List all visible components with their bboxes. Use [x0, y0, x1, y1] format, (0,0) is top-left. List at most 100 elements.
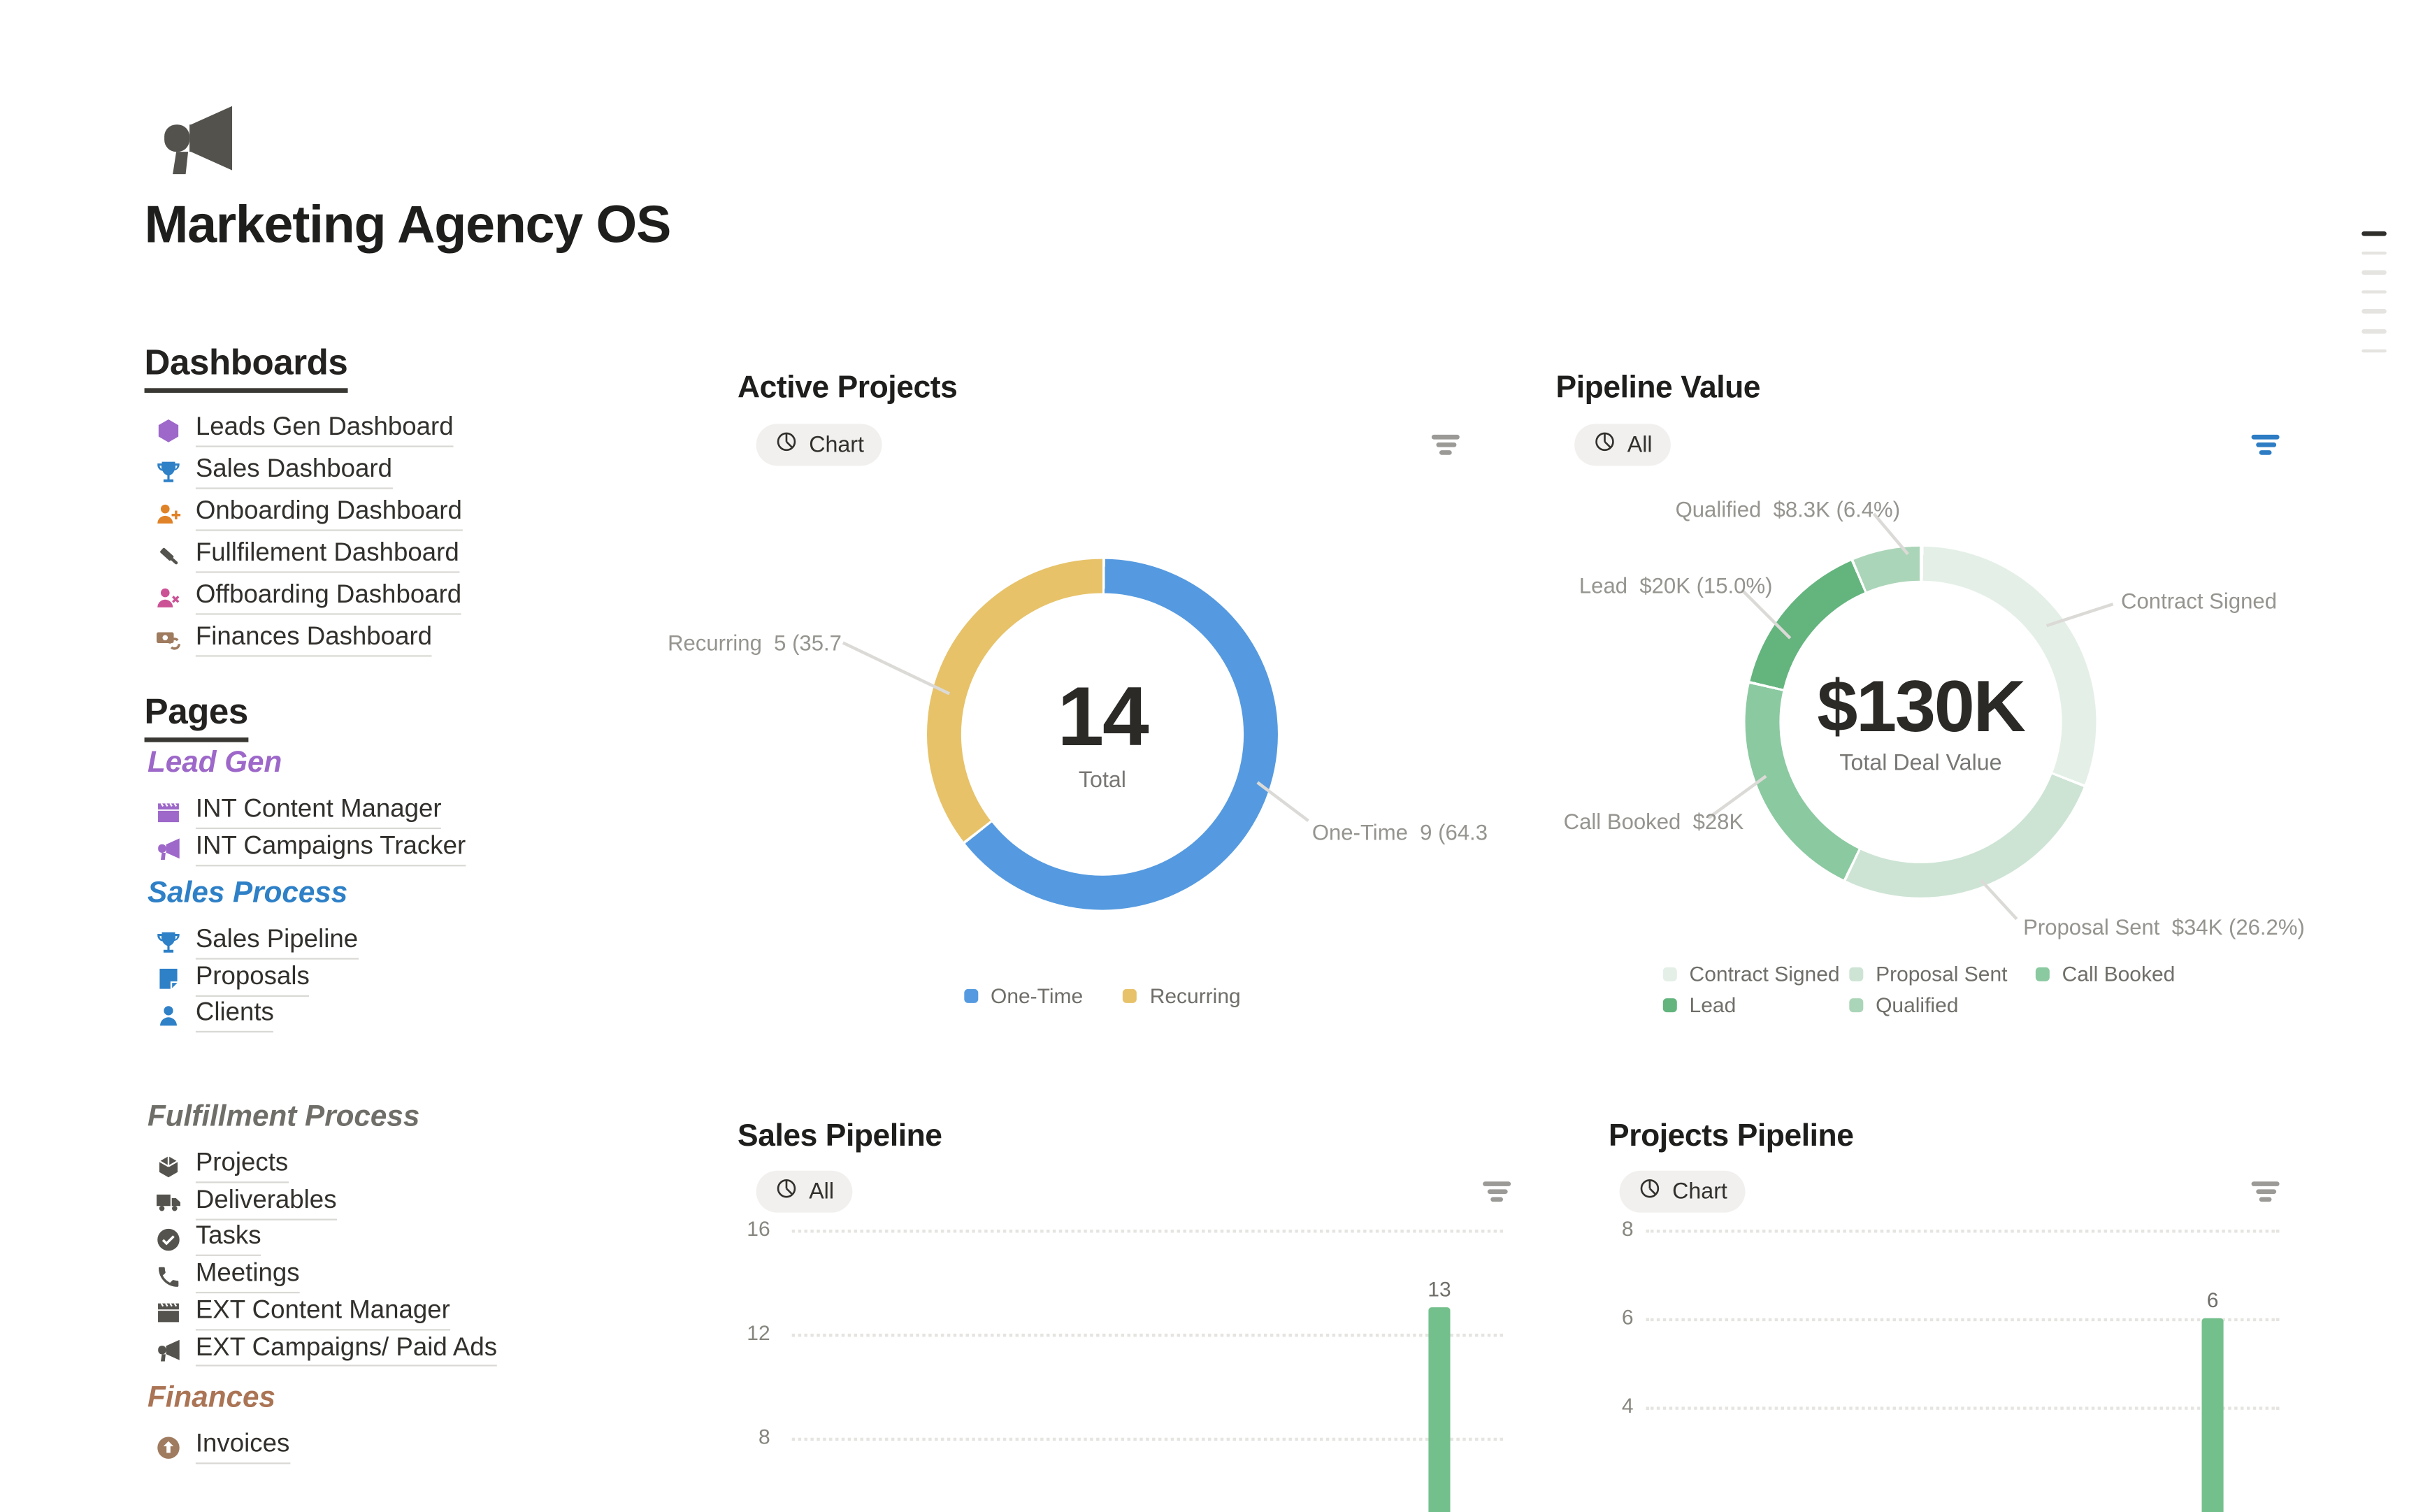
active-projects-view-chip[interactable]: Chart — [756, 424, 883, 466]
sidebar-item-onboarding-dashboard[interactable]: Onboarding Dashboard — [155, 496, 462, 533]
legend-swatch — [1662, 998, 1677, 1013]
sidebar-item-ext-content-manager[interactable]: EXT Content Manager — [155, 1296, 450, 1330]
legend-swatch — [1123, 988, 1137, 1003]
phone-icon — [155, 1263, 182, 1290]
sidebar-item-label: Meetings — [195, 1260, 300, 1294]
filter-icon-active[interactable] — [2251, 434, 2280, 456]
callout-leader-line — [1980, 879, 2018, 920]
donut-total-value: $130K — [1817, 663, 2026, 747]
money-exchange-icon — [155, 626, 182, 653]
truck-icon — [155, 1190, 182, 1216]
sidebar-item-finances-dashboard[interactable]: Finances Dashboard — [155, 621, 433, 658]
donut-callout-call-booked: Call Booked $28K — [1563, 809, 1744, 834]
donut-callout-contract-signed: Contract Signed $4 — [2121, 588, 2278, 614]
trophy-icon — [155, 929, 182, 956]
sidebar-item-tasks[interactable]: Tasks — [155, 1223, 261, 1257]
pipeline-value-view-chip[interactable]: All — [1574, 424, 1671, 466]
sidebar-item-label: EXT Campaigns/ Paid Ads — [195, 1333, 498, 1367]
pipeline-value-title: Pipeline Value — [1555, 370, 1761, 405]
trophy-icon — [155, 459, 182, 485]
toc-line[interactable] — [2361, 348, 2387, 353]
sidebar-item-sales-dashboard[interactable]: Sales Dashboard — [155, 454, 393, 491]
toc-line[interactable] — [2361, 250, 2387, 255]
sidebar-item-projects[interactable]: Projects — [155, 1149, 289, 1183]
sidebar-item-fullfilement-dashboard[interactable]: Fullfilement Dashboard — [155, 538, 459, 575]
sidebar-item-label: EXT Content Manager — [195, 1296, 450, 1330]
hexagon-icon — [155, 417, 182, 443]
sidebar-item-meetings[interactable]: Meetings — [155, 1260, 300, 1294]
megaphone-icon — [155, 1337, 182, 1363]
legend-item-call-booked: Call Booked — [2035, 963, 2238, 986]
legend-label: Proposal Sent — [1876, 963, 2008, 986]
toc-line[interactable] — [2361, 270, 2387, 275]
donut-total-value: 14 — [1057, 670, 1149, 764]
clapperboard-icon — [155, 799, 182, 826]
gridline — [1646, 1230, 2280, 1233]
pie-chart-icon — [775, 1177, 798, 1207]
table-of-contents-indicator[interactable] — [2361, 231, 2387, 368]
chip-label: Chart — [809, 432, 864, 458]
sidebar-item-leads-gen-dashboard[interactable]: Leads Gen Dashboard — [155, 412, 454, 449]
donut-total-label: Total Deal Value — [1839, 750, 2002, 776]
hammer-icon — [155, 542, 182, 569]
gridline — [791, 1230, 1504, 1233]
projects-pipeline-bar[interactable] — [2201, 1318, 2224, 1512]
legend-swatch — [1849, 967, 1864, 981]
toc-line[interactable] — [2361, 309, 2387, 314]
chip-label: Chart — [1672, 1179, 1727, 1204]
sidebar-item-ext-campaigns-paid-ads[interactable]: EXT Campaigns/ Paid Ads — [155, 1333, 498, 1367]
bar-value-label: 6 — [2206, 1288, 2219, 1312]
legend-item-qualified: Qualified — [1849, 994, 2036, 1017]
projects-pipeline-view-chip[interactable]: Chart — [1619, 1170, 1746, 1213]
sales-pipeline-view-chip[interactable]: All — [756, 1170, 853, 1213]
y-axis-tick: 4 — [1621, 1394, 1634, 1418]
chip-label: All — [809, 1179, 835, 1204]
filter-icon[interactable] — [1483, 1181, 1511, 1203]
pie-chart-icon — [1593, 430, 1616, 459]
active-projects-donut-chart[interactable]: 14 Total — [926, 559, 1278, 910]
sidebar-item-invoices[interactable]: Invoices — [155, 1430, 290, 1464]
sidebar-item-int-content-manager[interactable]: INT Content Manager — [155, 795, 442, 829]
legend-swatch — [1662, 967, 1677, 981]
gridline — [791, 1437, 1504, 1441]
sales-pipeline-title: Sales Pipeline — [738, 1119, 942, 1154]
sidebar-item-proposals[interactable]: Proposals — [155, 962, 310, 997]
toc-line[interactable] — [2361, 329, 2387, 333]
sidebar-item-label: INT Campaigns Tracker — [195, 832, 466, 866]
sidebar-item-label: Sales Pipeline — [195, 926, 359, 960]
pipeline-value-donut-chart[interactable]: $130K Total Deal Value — [1745, 546, 2097, 898]
person-x-icon — [155, 584, 182, 611]
sidebar-item-label: Finances Dashboard — [195, 623, 433, 657]
legend-label: Qualified — [1876, 993, 1959, 1017]
sidebar-item-label: Clients — [195, 999, 274, 1033]
sidebar-item-sales-pipeline[interactable]: Sales Pipeline — [155, 926, 359, 960]
toc-line-active[interactable] — [2361, 231, 2387, 236]
filter-icon[interactable] — [2251, 1181, 2280, 1203]
y-axis-tick: 12 — [747, 1321, 770, 1345]
legend-label: Contract Signed — [1689, 963, 1840, 986]
sidebar-item-offboarding-dashboard[interactable]: Offboarding Dashboard — [155, 579, 462, 616]
filter-icon[interactable] — [1431, 434, 1460, 456]
donut-callout-proposal-sent: Proposal Sent $34K (26.2%) — [2023, 914, 2305, 939]
sidebar-item-int-campaigns-tracker[interactable]: INT Campaigns Tracker — [155, 832, 466, 866]
sidebar-item-label: Sales Dashboard — [195, 455, 393, 489]
donut-center: $130K Total Deal Value — [1779, 580, 2062, 863]
sales-pipeline-bar[interactable] — [1428, 1307, 1451, 1512]
toc-line[interactable] — [2361, 289, 2387, 294]
callout-leader-line — [842, 641, 951, 695]
legend-swatch — [964, 988, 979, 1003]
legend-item-lead: Lead — [1662, 994, 1850, 1017]
sidebar-item-label: Onboarding Dashboard — [195, 497, 462, 531]
pages-group-heading-sales-process: Sales Process — [148, 877, 348, 910]
pages-group-heading-fulfillment-process: Fulfillment Process — [148, 1100, 420, 1134]
person-plus-icon — [155, 501, 182, 527]
active-projects-legend: One-Time Recurring — [880, 984, 1324, 1007]
sidebar-item-label: INT Content Manager — [195, 795, 442, 829]
note-icon — [155, 966, 182, 993]
legend-label: One-Time — [990, 984, 1084, 1008]
projects-pipeline-title: Projects Pipeline — [1609, 1119, 1854, 1154]
sidebar-item-clients[interactable]: Clients — [155, 999, 274, 1033]
sidebar-item-deliverables[interactable]: Deliverables — [155, 1186, 337, 1220]
